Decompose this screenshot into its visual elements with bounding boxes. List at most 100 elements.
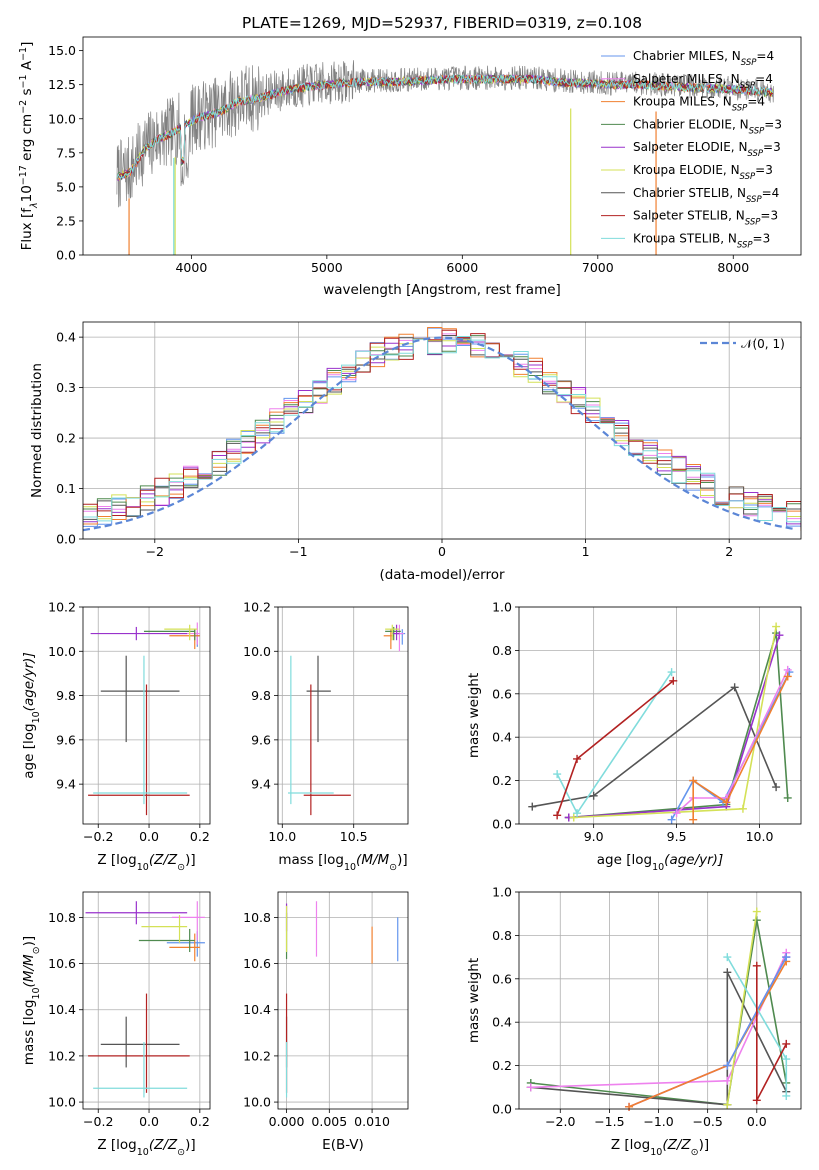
mass-weight-marker — [752, 1096, 761, 1105]
legend-entry: Salpeter STELIB, NSSP=3 — [633, 209, 778, 228]
y-tick-label: 0.4 — [492, 1015, 512, 1030]
x-tick-label: 10.5 — [340, 829, 368, 844]
x-tick-label: 9.5 — [667, 829, 687, 844]
mass-weight-marker — [752, 907, 761, 916]
mass-weight-marker — [669, 676, 678, 685]
mass-weight-marker — [723, 1061, 732, 1070]
age-vs-mass-panel: 10.0 10.5 9.4 9.6 9.8 10.0 10.2 mass [log10(M/M… — [243, 600, 409, 873]
x-tick-label: 0.005 — [311, 1114, 347, 1129]
x-tick-label: 10.0 — [268, 829, 296, 844]
y-tick-label: 9.8 — [251, 688, 271, 703]
y-tick-label: 10.0 — [48, 111, 76, 126]
x-tick-label: 0.0 — [139, 1114, 159, 1129]
residual-histogram — [83, 338, 801, 525]
mass-weight-marker — [667, 668, 676, 677]
y-tick-label: 9.4 — [251, 777, 271, 792]
mass-weight-marker — [689, 776, 698, 785]
mass-weight-line — [556, 671, 673, 815]
y-tick-label: 10.4 — [243, 1002, 271, 1017]
mass-weight-marker — [722, 798, 731, 807]
x-tick-label: −2.0 — [545, 1114, 575, 1129]
x-axis-label: Z [log10(Z/Z⊙)] — [97, 1137, 195, 1158]
y-tick-label: 15.0 — [48, 43, 76, 58]
x-tick-label: 0.0 — [139, 829, 159, 844]
mass-weight-marker — [553, 811, 562, 820]
x-axis-label: E(B-V) — [322, 1137, 364, 1153]
y-tick-label: 2.5 — [56, 213, 76, 228]
mass-weight-marker — [738, 804, 747, 813]
mass-weight-marker — [782, 1091, 791, 1100]
mass-weight-line — [573, 626, 777, 819]
mass-weight-marker — [730, 683, 739, 692]
mass-weight-line — [676, 669, 789, 814]
y-tick-label: 0.4 — [492, 730, 512, 745]
mass-weight-marker — [573, 809, 582, 818]
legend-entry: Kroupa ELODIE, NSSP=3 — [633, 163, 773, 182]
y-tick-label: 0.3 — [56, 380, 76, 395]
legend-entry: Chabrier STELIB, NSSP=4 — [633, 186, 779, 205]
mass-weight-marker — [573, 754, 582, 763]
axes-frame — [518, 891, 802, 1110]
x-tick-label: 1 — [582, 544, 590, 559]
y-tick-label: 1.0 — [492, 600, 512, 615]
mass-weight-marker — [553, 770, 562, 779]
y-tick-label: 9.8 — [56, 688, 76, 703]
y-tick-label: 0.0 — [56, 248, 76, 263]
mass-weight-marker — [723, 953, 732, 962]
y-tick-label: 9.6 — [251, 732, 271, 747]
mass-weight-marker — [782, 1055, 791, 1064]
y-tick-label: 0.0 — [492, 817, 512, 832]
y-axis-label: Flux [fλ10−17 erg cm−2 s−1 A−1] — [18, 42, 40, 251]
model-spectrum-line — [116, 73, 774, 179]
legend-entry: Chabrier ELODIE, NSSP=3 — [633, 117, 782, 136]
x-axis-label: (data-model)/error — [379, 567, 505, 583]
y-tick-label: 9.4 — [56, 777, 76, 792]
legend-entry: Chabrier MILES, NSSP=4 — [633, 49, 774, 68]
axes-frame — [518, 606, 802, 825]
y-tick-label: 0.2 — [492, 773, 512, 788]
x-tick-label: 0.010 — [354, 1114, 390, 1129]
mass-weight-marker — [672, 809, 681, 818]
x-tick-label: 0.000 — [269, 1114, 305, 1129]
y-tick-label: 0.6 — [492, 686, 512, 701]
x-axis-label: Z [log10(Z/Z⊙)] — [611, 1137, 709, 1158]
legend-entry: Kroupa MILES, NSSP=4 — [633, 95, 765, 114]
residual-histogram — [83, 336, 801, 524]
normal-curve — [82, 336, 796, 532]
axes-frame — [82, 891, 211, 1110]
mass-weight-marker — [775, 631, 784, 640]
x-tick-label: 4000 — [175, 260, 207, 275]
y-tick-label: 0.8 — [492, 643, 512, 658]
mass-weight-marker — [723, 968, 732, 977]
mass-vs-extinction-panel: 0.000 0.005 0.010 10.0 10.2 10.4 10.6 10.8 E(B-V… — [243, 891, 409, 1153]
legend-entry: 𝒩(0, 1) — [741, 337, 785, 351]
legend-entry: Kroupa STELIB, NSSP=3 — [633, 231, 770, 250]
x-tick-label: −0.2 — [83, 1114, 113, 1129]
y-tick-label: 0.6 — [492, 971, 512, 986]
mass-weight-marker — [723, 1100, 732, 1109]
y-tick-label: 0.1 — [56, 481, 76, 496]
residual-histogram — [83, 329, 801, 529]
axes-frame — [82, 36, 802, 256]
x-tick-label: 9.0 — [584, 829, 604, 844]
y-tick-label: 10.8 — [48, 910, 76, 925]
y-tick-label: 10.0 — [48, 1095, 76, 1110]
y-tick-label: 10.2 — [243, 600, 271, 615]
model-spectrum-line — [116, 74, 774, 180]
axes-frame — [82, 321, 802, 540]
legend-entry: Salpeter ELODIE, NSSP=3 — [633, 140, 781, 159]
y-tick-label: 0.4 — [56, 330, 76, 345]
mass-weight-marker — [569, 813, 578, 822]
axes-frame — [277, 606, 409, 825]
x-tick-label: 7000 — [582, 260, 614, 275]
x-tick-label: 2 — [725, 544, 733, 559]
mass-weight-marker — [625, 1102, 634, 1111]
y-tick-label: 12.5 — [48, 77, 76, 92]
mass-weight-marker — [772, 783, 781, 792]
mass-weight-marker — [752, 961, 761, 970]
x-tick-label: −1.5 — [594, 1114, 624, 1129]
y-tick-label: 7.5 — [56, 145, 76, 160]
y-tick-label: 0.8 — [492, 928, 512, 943]
y-tick-label: 10.2 — [48, 600, 76, 615]
y-tick-label: 10.6 — [48, 956, 76, 971]
